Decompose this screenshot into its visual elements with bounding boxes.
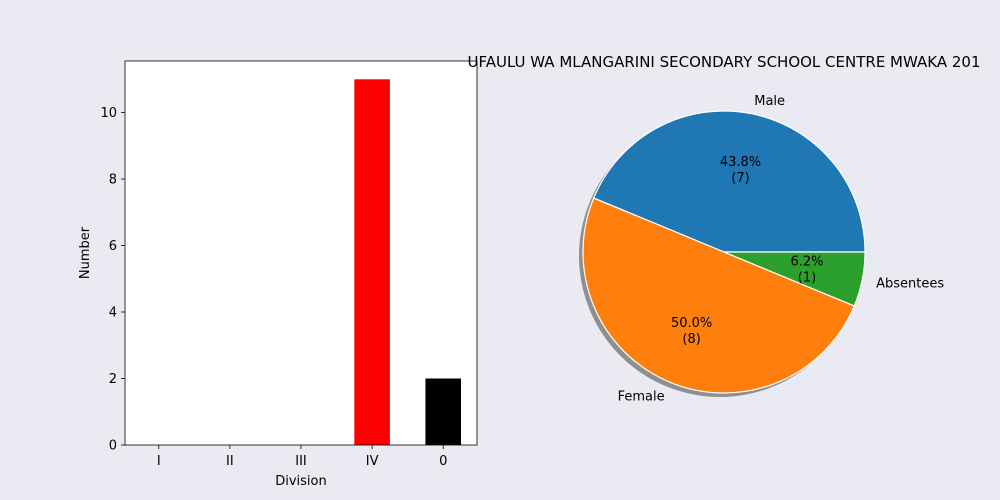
pie-slice-male [592,110,866,253]
bar-x-tick-label: I [157,454,161,469]
bar-x-tick-label: IV [366,454,379,469]
bar-plot-area [125,61,477,445]
bar-y-tick-label: 0 [109,439,117,454]
pie-label-female: Female [618,389,665,404]
pie-slices [582,110,866,394]
pie-percent-label: 50.0% [671,316,712,331]
bar-y-ticks: 0 2 4 6 8 10 [100,106,125,454]
bar-marks [354,79,461,446]
pie-slice-female [582,197,856,394]
pie-percent-label: 43.8% [720,155,761,170]
pie-label-male: Male [754,94,785,109]
bar-y-axis-label: Number [78,226,93,279]
bar-y-tick-label: 2 [109,372,117,387]
pie-label-absentees: Absentees [876,276,944,291]
pie-count-label: (1) [798,271,816,286]
pie-labels: Male 43.8%(7) Female 50.0%(8) Absentees 6.2%(… [618,94,945,404]
bar-x-axis-label: Division [275,474,327,489]
pie-chart: UFAULU WA MLANGARINI SECONDARY SCHOOL CE… [467,53,980,404]
bar-x-tick-label: 0 [439,454,447,469]
bar-y-tick-label: 10 [100,106,117,121]
bar-y-tick-label: 6 [109,239,117,254]
pie-percent-label: 6.2% [790,255,823,270]
bar-x-ticks: I II III IV 0 [157,445,447,469]
pie-chart-title: UFAULU WA MLANGARINI SECONDARY SCHOOL CE… [467,53,980,71]
bar-0 [425,378,461,445]
bar-y-tick-label: 8 [109,173,117,188]
bar-IV [354,79,390,446]
bar-x-tick-label: II [226,454,234,469]
bar-x-tick-label: III [295,454,307,469]
pie-count-label: (8) [682,332,700,347]
bar-y-tick-label: 4 [109,306,117,321]
pie-count-label: (7) [731,171,749,186]
pie-slice-absentees [723,251,866,307]
